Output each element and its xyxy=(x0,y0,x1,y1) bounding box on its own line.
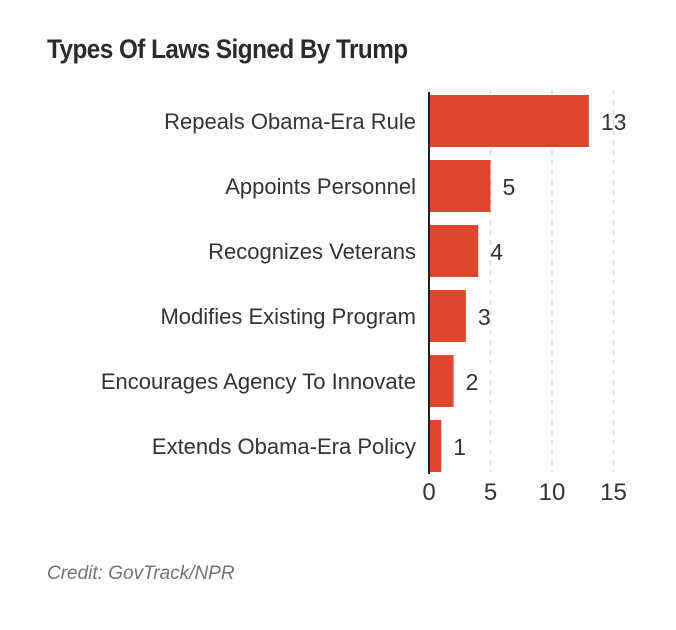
value-label: 1 xyxy=(453,434,466,460)
category-label: Appoints Personnel xyxy=(225,174,416,199)
value-label: 5 xyxy=(503,174,516,200)
x-tick-label: 5 xyxy=(484,479,497,506)
x-tick-label: 10 xyxy=(539,479,566,506)
bars xyxy=(429,95,589,472)
category-label: Recognizes Veterans xyxy=(208,239,416,264)
bar xyxy=(429,420,442,472)
category-label: Extends Obama-Era Policy xyxy=(152,434,416,459)
x-tick-label: 15 xyxy=(600,479,627,506)
credit-text: Credit: GovTrack/NPR xyxy=(47,563,235,584)
category-label: Repeals Obama-Era Rule xyxy=(164,109,416,134)
category-label: Encourages Agency To Innovate xyxy=(101,369,416,394)
chart-title: Types Of Laws Signed By Trump xyxy=(47,34,408,64)
value-label: 13 xyxy=(601,109,627,135)
gridlines xyxy=(489,90,615,472)
x-tick-labels: 0 5 10 15 xyxy=(422,479,627,506)
x-tick-label: 0 xyxy=(422,479,435,506)
value-label: 3 xyxy=(478,304,491,330)
bar xyxy=(429,355,454,407)
bar xyxy=(429,225,479,277)
category-label: Modifies Existing Program xyxy=(160,304,416,329)
category-labels: Repeals Obama-Era Rule Appoints Personnel… xyxy=(101,109,416,459)
value-labels: 13 5 4 3 2 1 xyxy=(453,109,626,460)
value-label: 4 xyxy=(490,239,503,265)
bar xyxy=(429,290,466,342)
bar xyxy=(429,95,589,147)
bar xyxy=(429,160,491,212)
value-label: 2 xyxy=(466,369,479,395)
